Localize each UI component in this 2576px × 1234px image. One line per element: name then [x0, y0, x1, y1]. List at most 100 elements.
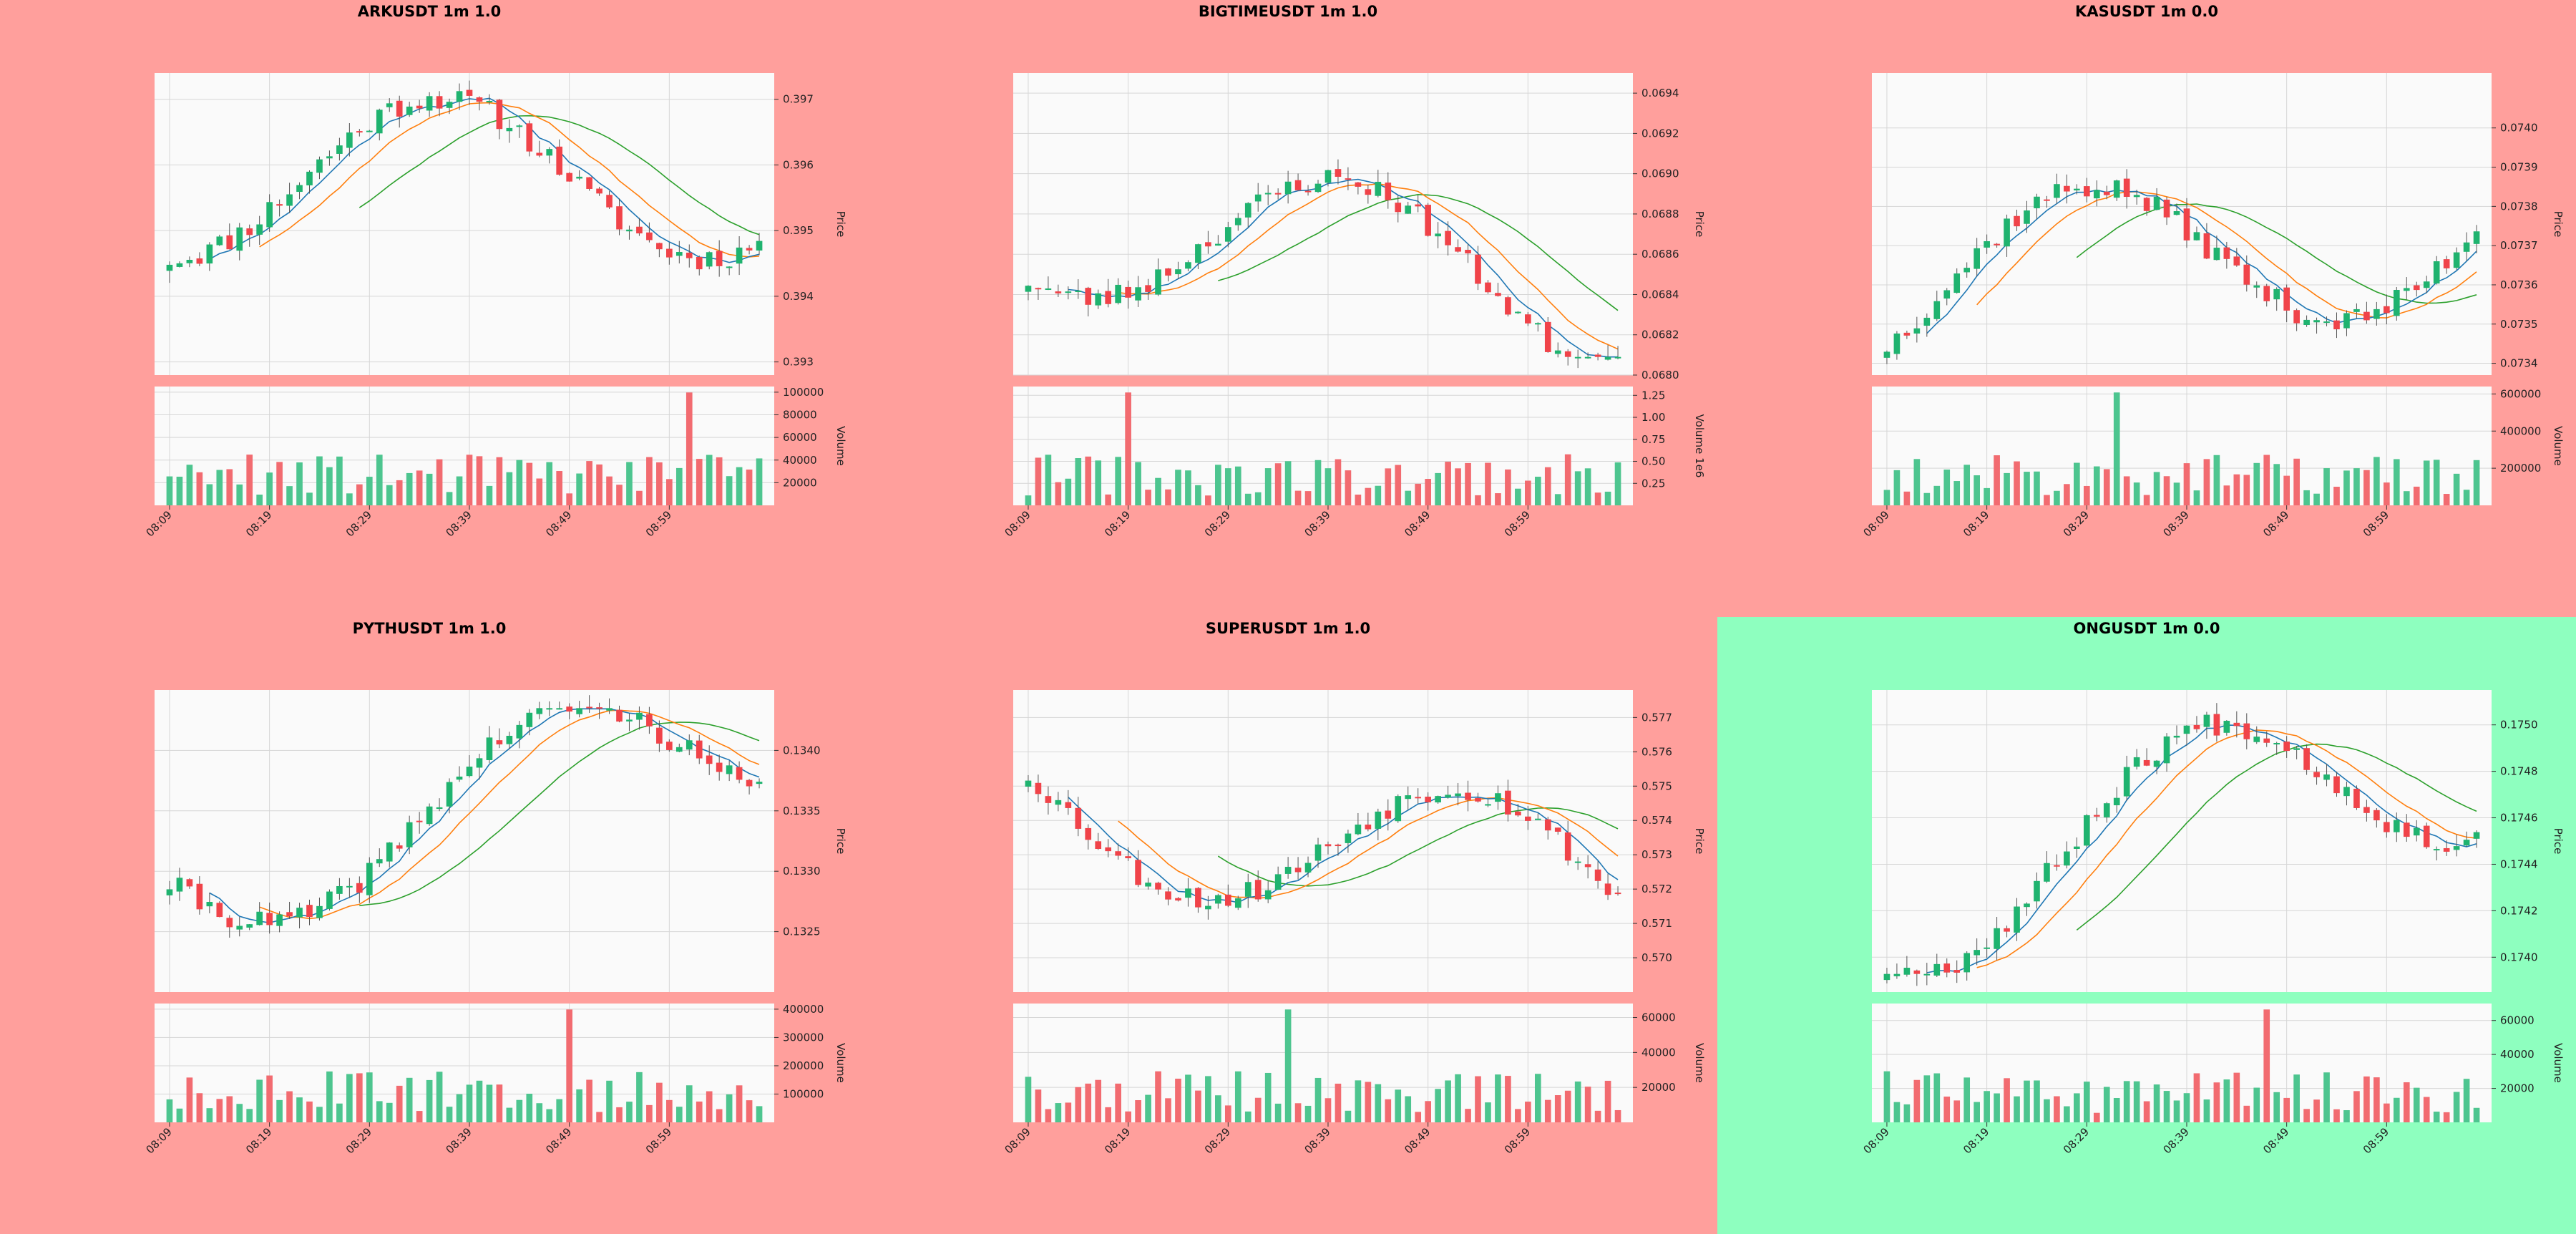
candle-body	[2074, 846, 2080, 849]
volume-bar	[2153, 472, 2160, 505]
time-tick-label: 08:49	[2260, 1125, 2291, 1156]
time-tick-label: 08:29	[2061, 508, 2092, 539]
volume-bar	[1425, 479, 1431, 505]
volume-bar	[1355, 1080, 1362, 1122]
price-tick-label: 0.396	[783, 158, 814, 171]
candle-body	[546, 708, 553, 710]
price-tick-label: 0.0682	[1641, 329, 1679, 341]
volume-bar	[296, 1097, 303, 1122]
volume-bar	[1544, 1099, 1551, 1122]
price-tick-label: 0.397	[783, 93, 814, 106]
volume-bar	[2193, 490, 2200, 505]
chart-panel-3: KASUSDT 1m 0.0 0.0734 0.0735 0.0736 0.0737 0.…	[1717, 0, 2576, 617]
price-tick-label: 0.0680	[1641, 369, 1679, 382]
candle-body	[1055, 291, 1062, 293]
price-tick-label: 0.0737	[2500, 239, 2538, 252]
volume-bar	[1025, 495, 1032, 505]
candle-body	[316, 159, 323, 173]
volume-bar	[1135, 1100, 1141, 1122]
candle-body	[486, 100, 493, 102]
volume-bar	[696, 459, 703, 505]
candle-body	[1614, 356, 1621, 359]
candle-body	[2273, 288, 2280, 300]
candle-body	[266, 202, 273, 228]
candle-body	[2123, 178, 2130, 198]
volume-bar	[2343, 470, 2350, 505]
candle-body	[2014, 906, 2020, 933]
volume-bar	[486, 485, 493, 505]
candle-body	[2113, 180, 2120, 198]
candle-body	[1525, 816, 1531, 821]
candle-body	[2363, 807, 2370, 813]
candle-body	[2044, 863, 2050, 882]
price-tick-label: 0.393	[783, 356, 814, 369]
candle-body	[2303, 748, 2310, 770]
chart-title: KASUSDT 1m 0.0	[2075, 3, 2218, 20]
volume-bar	[1365, 1082, 1372, 1122]
moving-average-mid	[1976, 191, 2477, 319]
candle-body	[1135, 860, 1141, 885]
candle-body	[2343, 313, 2350, 329]
price-axis-label: Price	[834, 211, 847, 238]
candle-body	[1324, 844, 1332, 847]
volume-bar	[246, 455, 253, 505]
price-tick-label: 0.0684	[1641, 288, 1679, 301]
candle-body	[1145, 883, 1151, 887]
time-tick-label: 08:59	[1502, 1125, 1533, 1156]
volume-bar	[1923, 1075, 1931, 1122]
volume-bar	[306, 1101, 313, 1122]
candle-body	[2363, 311, 2370, 321]
volume-bar	[406, 1077, 413, 1122]
price-tick-label: 0.575	[1641, 779, 1672, 792]
chart-panel-2: BIGTIMEUSDT 1m 1.0 0.0680 0.0682 0.0684 0.06…	[859, 0, 1717, 617]
candle-body	[256, 911, 263, 926]
candle-body	[1105, 847, 1112, 852]
candle-body	[2473, 832, 2480, 839]
volume-bar	[1075, 458, 1082, 505]
volume-tick-label: 20000	[2500, 1082, 2534, 1095]
volume-bar	[336, 1103, 343, 1122]
candle-body	[2103, 191, 2110, 195]
candle-body	[716, 251, 723, 266]
volume-bar	[2243, 475, 2250, 505]
candle-body	[506, 735, 513, 744]
candle-body	[1385, 183, 1392, 200]
volume-bar	[606, 1080, 613, 1122]
volume-bar	[1035, 457, 1042, 505]
time-tick-label: 08:39	[2161, 1125, 2192, 1156]
volume-bar	[2004, 1078, 2010, 1122]
candle-body	[1345, 833, 1352, 843]
candle-body	[1395, 203, 1402, 213]
candle-body	[1614, 893, 1621, 895]
candle-body	[716, 762, 723, 772]
volume-bar	[1455, 468, 1461, 505]
volume-bar	[2453, 1092, 2460, 1122]
candle-body	[1284, 867, 1292, 874]
volume-bar	[2044, 1099, 2050, 1122]
candle-body	[2133, 757, 2140, 767]
candle-body	[1195, 888, 1201, 908]
volume-bar	[2433, 1112, 2440, 1122]
candle-body	[2044, 199, 2050, 201]
volume-bar	[396, 1085, 403, 1122]
volume-bar	[1085, 1083, 1092, 1122]
candle-body	[1324, 170, 1332, 183]
candle-body	[2443, 259, 2450, 268]
volume-bar	[306, 492, 313, 505]
time-tick-label: 08:49	[1402, 1125, 1433, 1156]
volume-bar	[2054, 490, 2060, 505]
candle-body	[516, 724, 523, 739]
candle-body	[1584, 864, 1591, 868]
candle-body	[376, 859, 383, 864]
volume-bar	[246, 1109, 253, 1122]
price-tick-label: 0.573	[1641, 848, 1672, 861]
candle-body	[2453, 846, 2460, 850]
candle-body	[636, 226, 643, 234]
volume-bar	[1574, 1081, 1581, 1122]
moving-average-fast	[209, 97, 760, 263]
candle-body	[706, 755, 713, 764]
volume-bar	[736, 1085, 743, 1122]
volume-tick-label: 0.25	[1641, 477, 1665, 490]
candle-body	[286, 912, 293, 917]
volume-bar	[236, 1104, 243, 1122]
